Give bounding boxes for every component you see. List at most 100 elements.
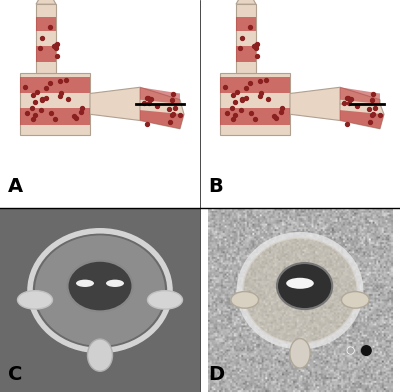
Point: [368, 97, 375, 103]
Ellipse shape: [18, 291, 52, 309]
Point: [36, 45, 43, 51]
Polygon shape: [340, 87, 380, 104]
Point: [39, 35, 45, 41]
Point: [32, 112, 38, 118]
Point: [253, 42, 260, 48]
Text: B: B: [208, 177, 223, 196]
Point: [372, 105, 378, 111]
Point: [366, 106, 373, 112]
Polygon shape: [36, 16, 56, 31]
Polygon shape: [36, 4, 56, 73]
Point: [238, 107, 245, 113]
Circle shape: [347, 347, 354, 354]
Polygon shape: [340, 104, 384, 129]
Point: [34, 89, 40, 95]
Point: [172, 105, 178, 111]
Point: [63, 77, 70, 83]
Point: [250, 43, 257, 49]
Polygon shape: [20, 73, 90, 135]
Point: [168, 97, 175, 103]
Point: [344, 121, 350, 127]
Point: [354, 103, 360, 109]
Point: [32, 99, 38, 105]
Text: C: C: [8, 365, 22, 384]
Point: [169, 111, 175, 118]
Point: [65, 96, 71, 102]
Point: [254, 40, 260, 47]
Ellipse shape: [68, 261, 132, 311]
Point: [229, 104, 236, 111]
Point: [232, 112, 238, 118]
Point: [222, 84, 228, 90]
Point: [232, 99, 238, 105]
Circle shape: [361, 345, 372, 356]
Polygon shape: [36, 46, 56, 62]
Text: D: D: [208, 365, 224, 384]
Ellipse shape: [148, 291, 182, 309]
Ellipse shape: [290, 339, 310, 368]
Point: [236, 45, 243, 51]
Point: [53, 45, 59, 51]
Point: [230, 115, 236, 122]
Ellipse shape: [35, 235, 165, 346]
Point: [370, 91, 376, 97]
Polygon shape: [340, 110, 384, 129]
Point: [24, 110, 31, 116]
Point: [148, 96, 154, 103]
Ellipse shape: [88, 339, 112, 371]
Point: [263, 77, 270, 83]
Point: [258, 90, 264, 96]
Polygon shape: [236, 4, 256, 73]
Polygon shape: [236, 16, 256, 31]
Point: [370, 111, 376, 118]
Ellipse shape: [106, 279, 124, 287]
Point: [239, 35, 245, 41]
Point: [230, 92, 236, 98]
Point: [170, 91, 176, 97]
Point: [238, 96, 245, 102]
Point: [78, 109, 84, 115]
Ellipse shape: [342, 292, 369, 308]
Point: [30, 92, 36, 98]
Point: [341, 100, 347, 106]
Point: [170, 111, 176, 118]
Point: [144, 95, 150, 102]
Point: [57, 93, 63, 99]
Point: [29, 104, 36, 111]
Polygon shape: [340, 87, 380, 104]
Point: [243, 94, 249, 101]
Polygon shape: [236, 0, 256, 4]
Ellipse shape: [231, 292, 258, 308]
Point: [58, 90, 64, 96]
Polygon shape: [236, 46, 256, 62]
Point: [248, 110, 254, 116]
Point: [22, 84, 28, 90]
Point: [48, 110, 54, 116]
Point: [39, 97, 46, 103]
Point: [166, 106, 173, 112]
Point: [252, 116, 259, 122]
Point: [43, 85, 50, 91]
Ellipse shape: [76, 279, 94, 287]
Point: [47, 24, 53, 30]
Point: [376, 112, 383, 118]
Point: [243, 85, 250, 91]
Polygon shape: [220, 73, 290, 135]
Point: [367, 119, 374, 125]
Point: [257, 78, 263, 84]
Point: [50, 43, 57, 49]
Text: A: A: [8, 177, 23, 196]
Ellipse shape: [286, 278, 314, 289]
Polygon shape: [90, 87, 150, 120]
Point: [348, 96, 354, 103]
Point: [254, 53, 260, 60]
Point: [144, 121, 150, 127]
Point: [344, 95, 350, 102]
Polygon shape: [140, 87, 184, 129]
Point: [279, 105, 285, 111]
Polygon shape: [140, 110, 184, 129]
Point: [38, 107, 45, 113]
Polygon shape: [20, 77, 90, 94]
Point: [30, 115, 36, 122]
Point: [234, 89, 240, 95]
